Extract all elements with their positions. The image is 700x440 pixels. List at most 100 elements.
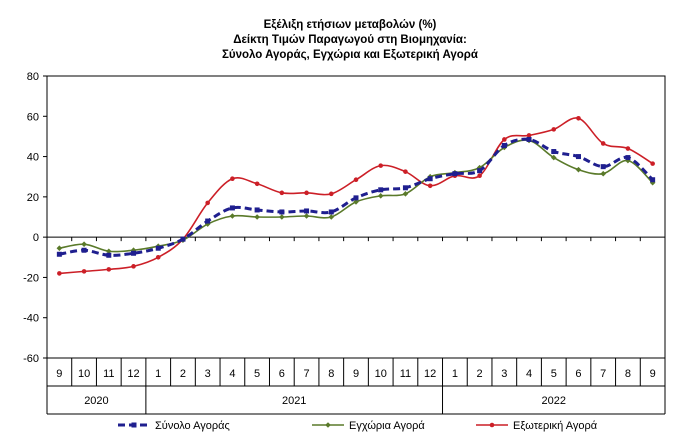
x-tick-label: 6	[575, 368, 581, 380]
plot-frame	[46, 75, 666, 359]
series-0-point	[106, 252, 112, 258]
series-0-point	[254, 207, 260, 213]
series-2-point	[378, 163, 384, 168]
x-tick-label: 9	[353, 368, 359, 380]
y-tick-label: -40	[23, 313, 39, 325]
year-label: 2022	[542, 395, 566, 407]
series-2-point	[328, 191, 334, 197]
series-2-point	[81, 269, 87, 274]
x-tick-label: 12	[424, 368, 436, 380]
chart-title-line-1: Εξέλιξη ετήσιων μεταβολών (%)	[263, 19, 437, 31]
series-0-point	[229, 205, 235, 211]
series-1-point	[476, 164, 483, 171]
series-0-point	[56, 251, 62, 257]
legend-swatch-marker-0	[131, 422, 137, 428]
series-2-point	[205, 200, 210, 206]
year-label: 2021	[282, 395, 306, 407]
series-1-point	[328, 214, 335, 220]
y-tick-label: 60	[27, 111, 39, 123]
series-2-point	[526, 133, 532, 138]
series-0-point	[180, 236, 186, 242]
x-tick-label: 1	[155, 368, 161, 380]
series-0-point	[501, 142, 507, 148]
x-tick-label: 3	[205, 368, 211, 380]
series-0-point	[353, 195, 359, 201]
series-2-point	[477, 173, 482, 179]
series-0-point	[650, 177, 656, 183]
series-0-point	[452, 171, 458, 177]
series-0-point	[427, 176, 433, 182]
y-tick-label: 80	[27, 71, 39, 83]
series-1-point	[550, 154, 557, 161]
series-0-point	[402, 185, 408, 191]
x-tick-label: 4	[229, 368, 235, 380]
series-1-point	[81, 241, 87, 247]
series-2-point	[155, 254, 161, 260]
x-tick-label: 6	[279, 368, 285, 380]
series-0-point	[304, 208, 310, 214]
x-tick-label: 9	[650, 368, 656, 380]
series-1-point	[402, 191, 409, 197]
series-0-point	[600, 164, 606, 170]
series-2-point	[254, 181, 260, 187]
series-0-point	[205, 218, 211, 224]
series-2-point	[650, 161, 655, 166]
x-tick-label: 11	[400, 368, 411, 380]
x-tick-label: 11	[103, 368, 114, 380]
series-1-point	[56, 245, 63, 252]
y-tick-label: 40	[27, 152, 39, 164]
series-1-point	[279, 214, 285, 220]
x-tick-label: 5	[551, 368, 557, 380]
x-tick-label: 4	[526, 368, 532, 380]
x-tick-label: 2	[477, 368, 483, 380]
x-tick-label: 8	[625, 368, 631, 380]
x-tick-label: 9	[56, 368, 62, 380]
series-2-point	[353, 177, 359, 183]
series-0-point	[625, 155, 631, 161]
year-label: 2020	[84, 395, 108, 407]
chart-title-line-2: Δείκτη Τιμών Παραγωγού στη Βιομηχανία:	[233, 34, 467, 46]
series-0-point	[575, 154, 581, 160]
series-0-point	[81, 247, 87, 253]
x-tick-label: 2	[180, 368, 186, 380]
series-0-point	[526, 136, 532, 142]
x-tick-label: 3	[501, 368, 507, 380]
series-0-point	[378, 187, 384, 193]
x-tick-label: 5	[254, 368, 260, 380]
series-2-point	[551, 127, 557, 132]
series-1-point	[229, 213, 236, 219]
x-tick-label: 10	[375, 368, 387, 380]
series-2-point	[131, 264, 136, 269]
series-1-point	[204, 221, 211, 227]
chart-title-line-3: Σύνολο Αγοράς, Εγχώρια και Εξωτερική Αγο…	[222, 49, 478, 61]
series-2-point	[106, 267, 112, 272]
series-1-point	[600, 170, 606, 177]
series-1-point	[303, 213, 310, 219]
series-0-point	[279, 209, 285, 215]
legend-swatch-marker-1	[325, 422, 331, 428]
series-2-point	[502, 137, 507, 142]
series-2-point	[576, 116, 581, 121]
series-1-point	[377, 193, 384, 199]
x-tick-label: 7	[600, 368, 606, 380]
series-1-point	[254, 214, 260, 220]
series-0-point	[328, 209, 334, 215]
x-tick-label: 10	[78, 368, 90, 380]
series-2-point	[403, 169, 408, 174]
series-0-point	[477, 168, 483, 174]
series-2-point	[230, 176, 235, 182]
series-2-point	[427, 183, 433, 189]
series-0-point	[551, 149, 557, 155]
series-2-point	[625, 146, 631, 151]
x-tick-label: 7	[303, 368, 309, 380]
x-tick-label: 1	[452, 368, 458, 380]
series-0-point	[131, 250, 137, 256]
series-2-point	[304, 190, 309, 196]
series-2-point	[57, 271, 62, 276]
series-1-point	[353, 199, 359, 205]
x-tick-label: 8	[328, 368, 334, 380]
x-tick-label: 12	[127, 368, 139, 380]
y-tick-label: -20	[23, 272, 39, 284]
series-1-point	[649, 179, 656, 186]
